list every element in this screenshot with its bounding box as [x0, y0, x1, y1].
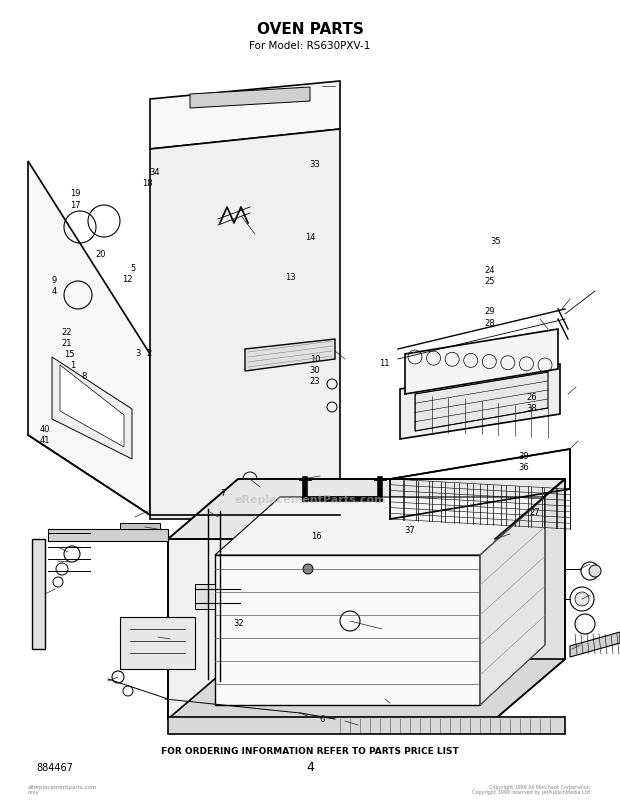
- Text: 21: 21: [62, 338, 72, 348]
- Polygon shape: [60, 365, 124, 447]
- Text: 3: 3: [135, 349, 140, 358]
- Polygon shape: [405, 329, 558, 394]
- Polygon shape: [52, 357, 132, 459]
- Text: 7: 7: [221, 488, 226, 498]
- Text: 14: 14: [305, 233, 315, 243]
- Text: 22: 22: [62, 327, 72, 336]
- Text: 18: 18: [142, 178, 153, 188]
- Polygon shape: [150, 130, 340, 520]
- Polygon shape: [32, 540, 45, 649]
- Text: 16: 16: [311, 531, 322, 540]
- Text: For Model: RS630PXV-1: For Model: RS630PXV-1: [249, 41, 371, 51]
- Polygon shape: [480, 497, 545, 705]
- Text: 34: 34: [149, 167, 161, 177]
- Text: 4: 4: [306, 760, 314, 773]
- Text: 30: 30: [309, 365, 321, 375]
- Text: eReplacementParts.com: eReplacementParts.com: [234, 495, 386, 504]
- Text: 20: 20: [96, 249, 106, 259]
- Text: Copyright 1999 All Merchant Corporation
Copyright 1999 reserved by JetPublishMed: Copyright 1999 All Merchant Corporation …: [472, 784, 590, 794]
- Polygon shape: [150, 82, 340, 150]
- Text: 10: 10: [310, 354, 320, 364]
- Text: 37: 37: [404, 525, 415, 535]
- Text: 33: 33: [309, 160, 321, 169]
- Polygon shape: [570, 632, 620, 657]
- Polygon shape: [28, 161, 150, 516]
- Polygon shape: [495, 479, 565, 719]
- Text: 1: 1: [71, 360, 76, 369]
- Text: FOR ORDERING INFORMATION REFER TO PARTS PRICE LIST: FOR ORDERING INFORMATION REFER TO PARTS …: [161, 747, 459, 756]
- Text: 12: 12: [122, 275, 132, 284]
- Polygon shape: [400, 365, 560, 439]
- Polygon shape: [190, 88, 310, 109]
- Polygon shape: [168, 540, 495, 719]
- Text: 28: 28: [484, 318, 495, 328]
- Polygon shape: [415, 373, 548, 431]
- Text: 35: 35: [490, 236, 502, 246]
- Text: 41: 41: [40, 435, 50, 445]
- Text: 38: 38: [526, 403, 538, 413]
- Polygon shape: [168, 659, 565, 719]
- Text: 4: 4: [52, 287, 57, 296]
- Text: 23: 23: [309, 377, 321, 386]
- Text: 9: 9: [52, 275, 57, 285]
- Text: 25: 25: [485, 276, 495, 286]
- Text: 13: 13: [285, 272, 296, 282]
- Text: 19: 19: [71, 189, 81, 198]
- Text: 27: 27: [529, 507, 540, 516]
- Polygon shape: [215, 497, 545, 556]
- Text: 15: 15: [64, 349, 74, 359]
- Polygon shape: [168, 717, 565, 734]
- Circle shape: [575, 593, 589, 606]
- Circle shape: [303, 565, 313, 574]
- Text: 32: 32: [233, 618, 244, 628]
- Text: 26: 26: [526, 392, 538, 402]
- Text: OVEN PARTS: OVEN PARTS: [257, 22, 363, 38]
- Text: 2: 2: [146, 349, 151, 358]
- Polygon shape: [195, 585, 215, 609]
- Text: 29: 29: [485, 307, 495, 316]
- Polygon shape: [48, 529, 168, 541]
- Text: 6: 6: [320, 714, 325, 724]
- Text: 17: 17: [70, 200, 81, 210]
- Polygon shape: [120, 524, 160, 529]
- Text: 8: 8: [81, 371, 86, 381]
- Text: 24: 24: [485, 265, 495, 275]
- Text: allreplacementparts.com
only: allreplacementparts.com only: [28, 784, 97, 794]
- Polygon shape: [168, 479, 565, 540]
- Polygon shape: [245, 340, 335, 372]
- Text: 39: 39: [518, 451, 529, 461]
- Polygon shape: [215, 556, 480, 705]
- Polygon shape: [120, 618, 195, 669]
- Text: 40: 40: [40, 424, 50, 434]
- Text: 5: 5: [131, 263, 136, 273]
- Text: 36: 36: [518, 463, 529, 472]
- Circle shape: [589, 565, 601, 577]
- Text: 11: 11: [379, 358, 389, 368]
- Text: 884467: 884467: [37, 762, 73, 772]
